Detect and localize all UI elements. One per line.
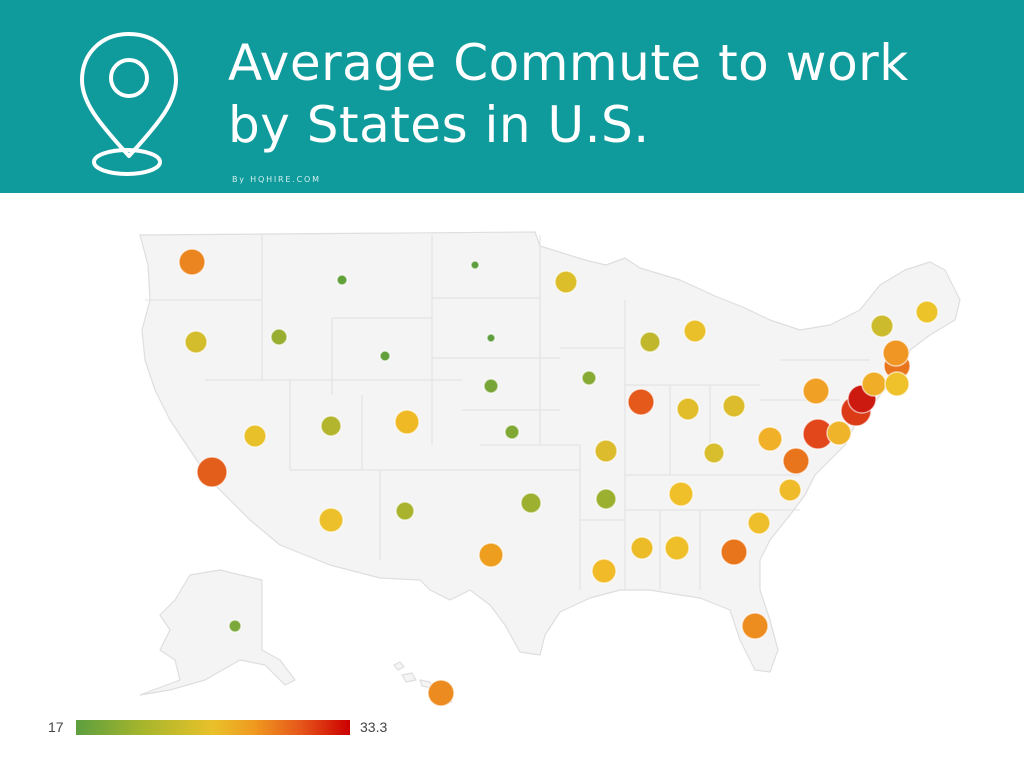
state-bubble-al[interactable] [664, 535, 690, 561]
state-bubble-mo[interactable] [594, 439, 618, 463]
state-bubble-co[interactable] [394, 409, 420, 435]
state-bubble-nv[interactable] [243, 424, 267, 448]
state-bubble-ne[interactable] [483, 378, 499, 394]
state-bubble-sd[interactable] [486, 333, 496, 343]
state-bubble-ak[interactable] [228, 619, 242, 633]
state-bubble-il[interactable] [627, 388, 655, 416]
state-bubble-la[interactable] [591, 558, 617, 584]
state-bubble-me[interactable] [915, 300, 939, 324]
state-bubble-pa[interactable] [802, 377, 830, 405]
state-bubble-ok[interactable] [520, 492, 542, 514]
state-bubble-nh[interactable] [884, 371, 910, 397]
state-bubble-in[interactable] [676, 397, 700, 421]
byline: By HQHIRE.COM [232, 175, 321, 184]
state-bubble-wa[interactable] [178, 248, 206, 276]
legend-min-label: 17 [48, 719, 64, 735]
state-bubble-va[interactable] [782, 447, 810, 475]
state-bubble-tn[interactable] [668, 481, 694, 507]
state-bubble-ga[interactable] [720, 538, 748, 566]
state-bubble-sc[interactable] [747, 511, 771, 535]
bubble-layer [178, 248, 939, 707]
title-line-1: Average Commute to work [228, 34, 909, 92]
state-bubble-ks[interactable] [504, 424, 520, 440]
state-bubble-hi[interactable] [427, 679, 455, 707]
state-bubble-ma[interactable] [882, 339, 910, 367]
state-bubble-ms[interactable] [630, 536, 654, 560]
state-bubble-nm[interactable] [395, 501, 415, 521]
state-bubble-id[interactable] [270, 328, 288, 346]
state-bubble-wy[interactable] [379, 350, 391, 362]
state-bubble-tx[interactable] [478, 542, 504, 568]
map-outline [139, 231, 961, 706]
state-bubble-ct[interactable] [861, 371, 887, 397]
state-bubble-ky[interactable] [703, 442, 725, 464]
header-banner: Average Commute to work by States in U.S… [0, 0, 1024, 193]
state-bubble-mn[interactable] [554, 270, 578, 294]
legend-max-label: 33.3 [360, 719, 388, 735]
state-bubble-mi[interactable] [683, 319, 707, 343]
state-bubble-ca[interactable] [196, 456, 228, 488]
title-line-2: by States in U.S. [228, 96, 650, 154]
us-map [139, 231, 961, 707]
state-bubble-de[interactable] [826, 420, 852, 446]
map-pin-icon [80, 32, 178, 176]
state-bubble-ia[interactable] [581, 370, 597, 386]
state-bubble-nc[interactable] [778, 478, 802, 502]
state-bubble-az[interactable] [318, 507, 344, 533]
legend-color-scale [76, 720, 350, 735]
state-bubble-or[interactable] [184, 330, 208, 354]
state-bubble-fl[interactable] [741, 612, 769, 640]
state-bubble-nd[interactable] [470, 260, 480, 270]
state-bubble-vt[interactable] [870, 314, 894, 338]
state-bubble-ar[interactable] [595, 488, 617, 510]
state-bubble-wv[interactable] [757, 426, 783, 452]
state-bubble-mt[interactable] [336, 274, 348, 286]
page-title: Average Commute to work by States in U.S… [228, 32, 909, 156]
state-bubble-ut[interactable] [320, 415, 342, 437]
state-borders [145, 235, 870, 590]
state-bubble-wi[interactable] [639, 331, 661, 353]
state-bubble-oh[interactable] [722, 394, 746, 418]
